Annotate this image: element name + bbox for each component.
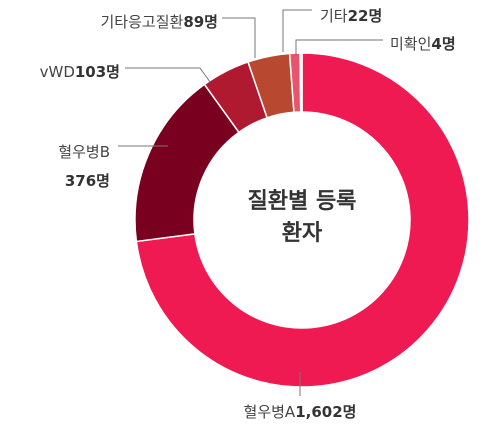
slice-label: 기타응고질환89명 <box>101 13 219 31</box>
slice-label: 376명 <box>65 172 110 190</box>
chart-title: 질환별 등록환자 <box>247 189 357 246</box>
slice-label: 미확인4명 <box>390 35 456 53</box>
donut-slice <box>299 52 303 113</box>
value-label: 1,602명 <box>295 403 356 421</box>
value-label: 4명 <box>431 35 455 53</box>
value-label: 89명 <box>183 13 218 31</box>
category-label: 혈우병A <box>244 403 296 421</box>
category-label: 기타응고질환 <box>101 13 184 31</box>
category-label: 기타 <box>320 7 348 25</box>
value-label: 22명 <box>348 7 383 25</box>
slice-label: vWD103명 <box>40 63 120 81</box>
slice-label: 혈우병B <box>58 143 110 161</box>
leader-line <box>125 67 211 83</box>
slice-label: 기타22명 <box>320 7 382 25</box>
leader-line <box>222 17 256 58</box>
donut-slice <box>135 52 470 388</box>
leader-line <box>282 9 312 52</box>
category-label: vWD <box>40 63 75 81</box>
value-label: 376명 <box>65 172 110 190</box>
category-label: 혈우병B <box>58 143 110 161</box>
leader-line <box>295 39 383 56</box>
slice-label: 혈우병A1,602명 <box>244 403 357 421</box>
category-label: 미확인 <box>390 35 431 53</box>
value-label: 103명 <box>75 63 120 81</box>
